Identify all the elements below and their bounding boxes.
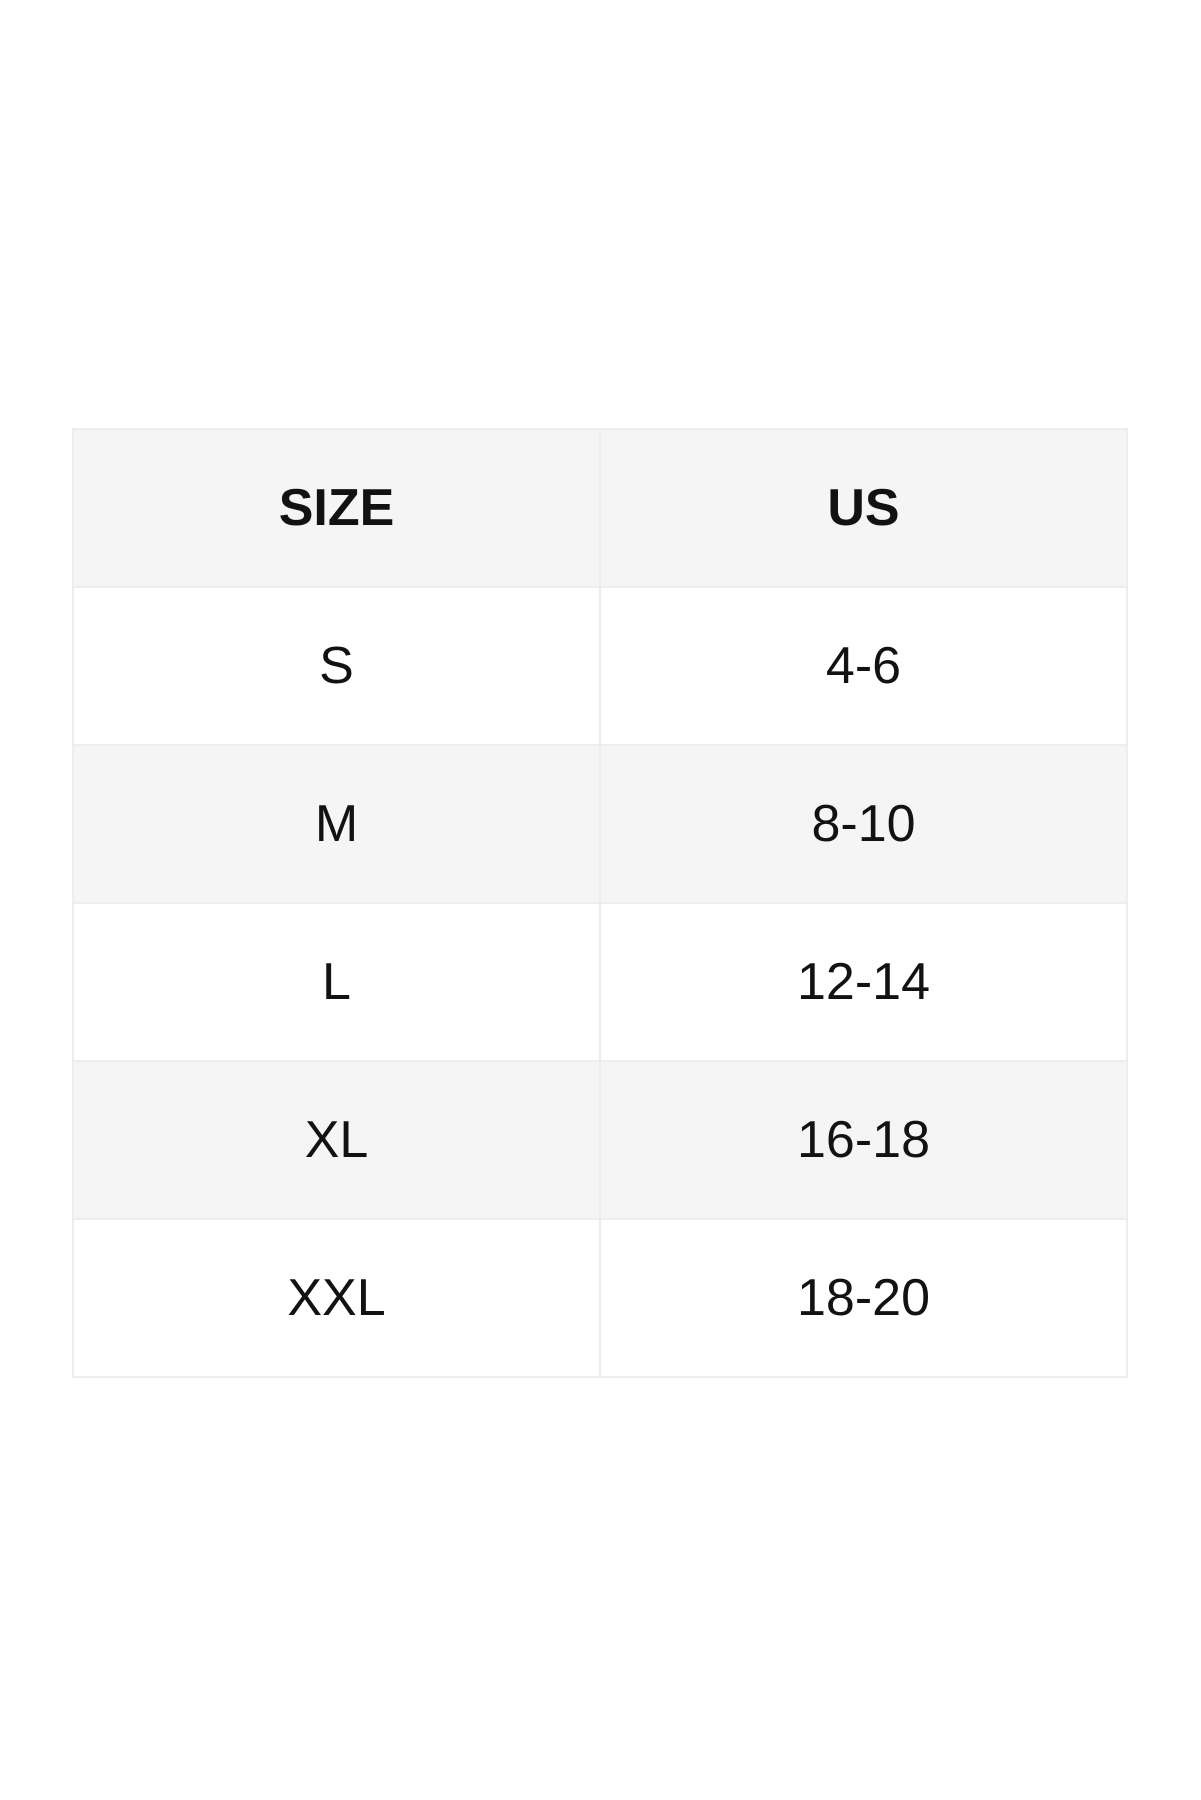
header-row: SIZE US bbox=[72, 428, 1128, 588]
size-chart: SIZE US S 4-6 M 8-10 L 12-14 XL 16-18 XX bbox=[72, 428, 1128, 1378]
table-row: S 4-6 bbox=[72, 586, 1128, 746]
table-row: L 12-14 bbox=[72, 902, 1128, 1062]
size-cell: XXL bbox=[72, 1218, 601, 1378]
size-table-header: SIZE US bbox=[72, 428, 1128, 588]
table-row: M 8-10 bbox=[72, 744, 1128, 904]
us-cell: 18-20 bbox=[599, 1218, 1128, 1378]
table-row: XXL 18-20 bbox=[72, 1218, 1128, 1378]
us-cell: 16-18 bbox=[599, 1060, 1128, 1220]
us-cell: 4-6 bbox=[599, 586, 1128, 746]
us-cell: 12-14 bbox=[599, 902, 1128, 1062]
size-cell: L bbox=[72, 902, 601, 1062]
size-table-body: S 4-6 M 8-10 L 12-14 XL 16-18 XXL 18-20 bbox=[72, 586, 1128, 1378]
us-cell: 8-10 bbox=[599, 744, 1128, 904]
table-row: XL 16-18 bbox=[72, 1060, 1128, 1220]
size-conversion-table: SIZE US S 4-6 M 8-10 L 12-14 XL 16-18 XX bbox=[72, 428, 1128, 1378]
us-column-header: US bbox=[599, 428, 1128, 588]
size-cell: XL bbox=[72, 1060, 601, 1220]
size-column-header: SIZE bbox=[72, 428, 601, 588]
size-cell: S bbox=[72, 586, 601, 746]
size-cell: M bbox=[72, 744, 601, 904]
